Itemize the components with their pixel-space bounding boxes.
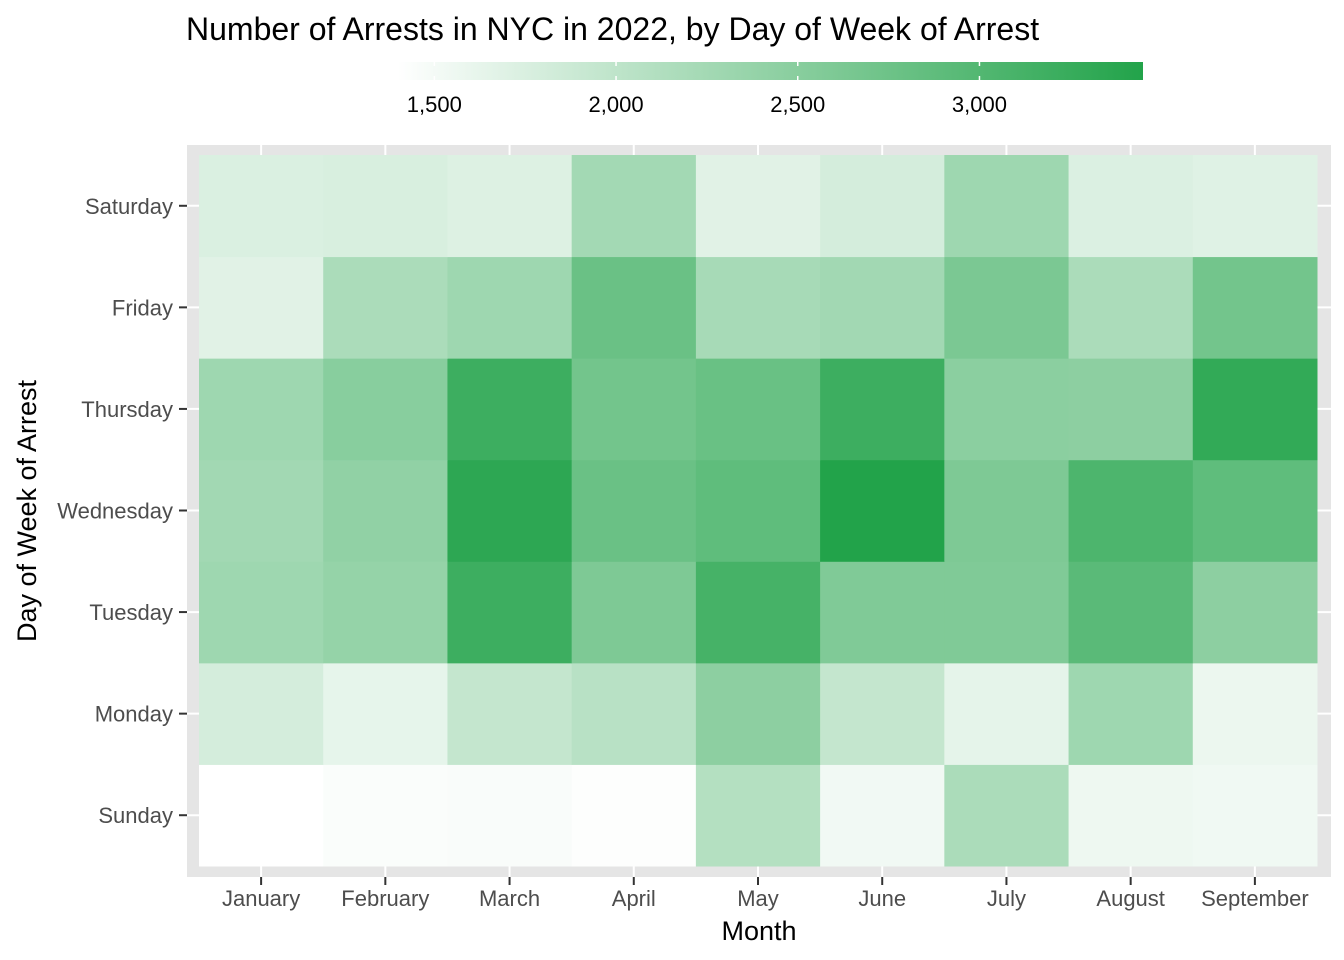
heatmap-cell — [447, 662, 573, 765]
x-tick-label: January — [222, 886, 300, 911]
heatmap-cell — [944, 561, 1070, 664]
heatmap-cell — [447, 155, 573, 258]
heatmap-cell — [1068, 256, 1194, 359]
heatmap-cell — [571, 662, 697, 765]
heatmap-cell — [820, 764, 945, 867]
heatmap-cell — [323, 459, 448, 562]
heatmap-cell — [199, 155, 324, 258]
heatmap-cell — [695, 155, 821, 258]
heatmap-cell — [944, 256, 1070, 359]
heatmap-cell — [820, 561, 945, 664]
heatmap-cell — [199, 459, 324, 562]
heatmap-cell — [944, 358, 1070, 461]
heatmap-cell — [323, 561, 448, 664]
heatmap-cell — [323, 764, 448, 867]
heatmap-cell — [820, 256, 945, 359]
heatmap-cell — [571, 764, 697, 867]
heatmap-cell — [571, 358, 697, 461]
y-axis-title: Day of Week of Arrest — [12, 379, 42, 642]
y-axis: Sunday Monday Tuesday Wednesday Thursday Frid… — [57, 194, 187, 828]
heatmap-cell — [820, 459, 945, 562]
heatmap-cell — [944, 155, 1070, 258]
heatmap-cell — [1068, 662, 1194, 765]
x-tick-label: April — [612, 886, 656, 911]
heatmap-cell — [1068, 764, 1194, 867]
heatmap-cell — [447, 358, 573, 461]
heatmap-cell — [323, 155, 448, 258]
heatmap-cells — [199, 155, 1318, 867]
x-tick-label: May — [737, 886, 779, 911]
heatmap-cell — [571, 256, 697, 359]
x-axis: January February March April May June July Augu… — [222, 877, 1309, 911]
heatmap-cell — [199, 358, 324, 461]
y-tick-label: Sunday — [98, 803, 173, 828]
heatmap-cell — [695, 358, 821, 461]
color-legend-ticks: 1,500 2,000 2,500 3,000 — [407, 62, 1007, 117]
heatmap-cell — [323, 256, 448, 359]
heatmap-cell — [1192, 662, 1318, 765]
heatmap-cell — [1192, 459, 1318, 562]
x-tick-label: March — [479, 886, 540, 911]
x-tick-label: June — [858, 886, 906, 911]
heatmap-cell — [820, 662, 945, 765]
heatmap-cell — [695, 459, 821, 562]
x-axis-title: Month — [721, 916, 796, 946]
heatmap-cell — [1068, 561, 1194, 664]
heatmap-cell — [199, 764, 324, 867]
x-tick-label: July — [987, 886, 1026, 911]
heatmap-cell — [695, 561, 821, 664]
legend-tick-label: 1,500 — [407, 92, 462, 117]
heatmap-cell — [695, 662, 821, 765]
heatmap-cell — [571, 155, 697, 258]
y-tick-label: Saturday — [85, 194, 173, 219]
color-legend: 1,500 2,000 2,500 3,000 — [398, 62, 1143, 117]
heatmap-cell — [447, 764, 573, 867]
y-tick-label: Friday — [112, 295, 173, 320]
heatmap-cell — [323, 358, 448, 461]
x-tick-label: February — [341, 886, 429, 911]
x-tick-label: August — [1096, 886, 1165, 911]
heatmap-cell — [447, 459, 573, 562]
heatmap-cell — [944, 662, 1070, 765]
heatmap-cell — [447, 256, 573, 359]
y-tick-label: Wednesday — [57, 499, 173, 524]
heatmap-cell — [447, 561, 573, 664]
legend-tick-label: 3,000 — [952, 92, 1007, 117]
heatmap-cell — [1192, 561, 1318, 664]
legend-tick-label: 2,500 — [770, 92, 825, 117]
y-tick-label: Thursday — [81, 397, 173, 422]
heatmap-cell — [695, 764, 821, 867]
heatmap-cell — [944, 764, 1070, 867]
x-tick-label: September — [1201, 886, 1309, 911]
y-tick-label: Tuesday — [89, 600, 173, 625]
heatmap-cell — [323, 662, 448, 765]
color-legend-bar — [398, 62, 1143, 80]
heatmap-cell — [1192, 764, 1318, 867]
heatmap-cell — [199, 561, 324, 664]
heatmap-cell — [199, 662, 324, 765]
heatmap-cell — [1192, 155, 1318, 258]
heatmap-cell — [820, 358, 945, 461]
heatmap-cell — [571, 459, 697, 562]
heatmap-cell — [1068, 358, 1194, 461]
y-tick-label: Monday — [95, 702, 173, 727]
heatmap-cell — [1192, 358, 1318, 461]
heatmap-cell — [1068, 155, 1194, 258]
heatmap-cell — [571, 561, 697, 664]
heatmap-cell — [695, 256, 821, 359]
heatmap-cell — [1068, 459, 1194, 562]
heatmap-cell — [1192, 256, 1318, 359]
legend-tick-label: 2,000 — [589, 92, 644, 117]
heatmap-cell — [199, 256, 324, 359]
chart-title: Number of Arrests in NYC in 2022, by Day… — [186, 11, 1039, 47]
heatmap-cell — [944, 459, 1070, 562]
heatmap-cell — [820, 155, 945, 258]
